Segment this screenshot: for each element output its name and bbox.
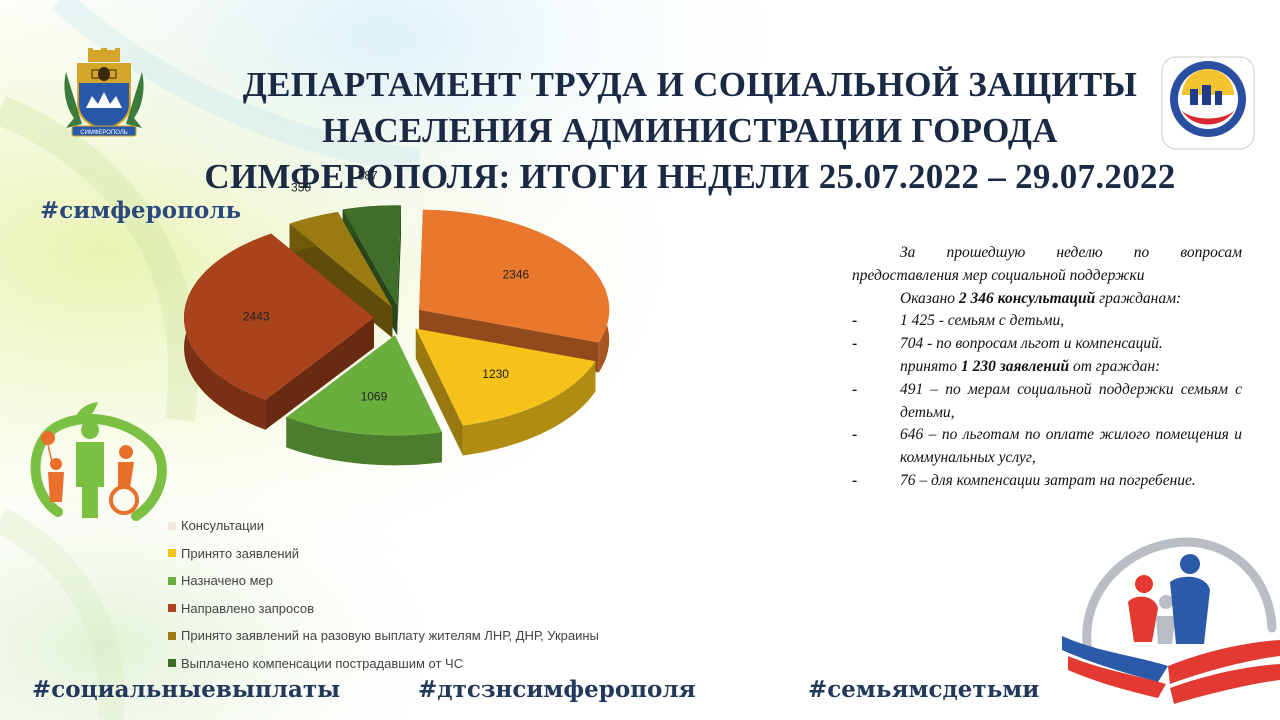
legend-label: Выплачено компенсации пострадавшим от ЧС (181, 655, 464, 671)
pie-slice-top (342, 205, 401, 306)
summary-list-item: - 646 – по льготам по оплате жилого помещ… (852, 424, 1242, 470)
summary-intro: За прошедшую неделю по вопросам предоста… (852, 244, 1242, 284)
legend-label: Принято заявлений на разовую выплату жит… (181, 628, 599, 644)
pie-slice-wall (397, 205, 401, 336)
list-dash: - (852, 380, 858, 398)
pie-data-label: 1230 (482, 367, 509, 381)
pie-slice-side (462, 361, 596, 456)
list-item-text: 76 – для компенсации затрат на погребени… (900, 471, 1196, 489)
pie-slice (289, 212, 393, 338)
hashtag-department: #дтсзнсимферополя (418, 676, 696, 703)
list-dash: - (852, 426, 858, 444)
family-year-logo-icon (1062, 537, 1280, 704)
list-item-text: 491 – по мерам социальной поддержки семь… (900, 380, 1242, 421)
summary-applications-count: 1 230 заявлений (960, 357, 1070, 375)
summary-list-item: - 704 - по вопросам льгот и компенсаций. (852, 333, 1242, 356)
summary-consultations: Оказано 2 346 консультаций гражданам: (852, 288, 1242, 311)
city-coat-of-arms-icon: СИМФЕРОПОЛЬ (64, 48, 144, 137)
hashtag-simferopol: #симферополь (40, 197, 242, 224)
list-item-text: 1 425 - семьям с детьми, (900, 312, 1065, 330)
pie-slice-top (184, 233, 375, 400)
summary-consultations-prefix: Оказано (900, 289, 959, 307)
summary-list-item: - 1 425 - семьям с детьми, (852, 310, 1242, 333)
pie-data-label: 387 (358, 168, 378, 182)
legend-swatch (168, 576, 176, 585)
pie-slice-top (415, 328, 596, 426)
legend-item-measures: Назначено мер (168, 567, 599, 595)
family-with-disabled-child-icon (30, 402, 167, 521)
page-title: ДЕПАРТАМЕНТ ТРУДА И СОЦИАЛЬНОЙ ЗАЩИТЫ НА… (150, 62, 1230, 200)
legend-swatch (168, 604, 176, 613)
summary-applications: принято 1 230 заявлений от граждан: (852, 356, 1242, 379)
title-line-3: СИМФЕРОПОЛЯ: ИТОГИ НЕДЕЛИ 25.07.2022 – 2… (204, 157, 1176, 196)
pie-slice-wall (265, 317, 375, 430)
pie-slice (184, 233, 375, 430)
legend-item-applications: Принято заявлений (168, 540, 599, 568)
legend-item-requests: Направлено запросов (168, 595, 599, 623)
title-line-1: ДЕПАРТАМЕНТ ТРУДА И СОЦИАЛЬНОЙ ЗАЩИТЫ (242, 65, 1138, 104)
legend-swatch (168, 521, 176, 530)
department-logo-icon (1161, 56, 1255, 150)
summary-list-item: - 491 – по мерам социальной поддержки сем… (852, 379, 1242, 425)
list-item-text: 646 – по льготам по оплате жилого помеще… (900, 426, 1242, 467)
legend-swatch (168, 631, 176, 640)
legend-swatch (168, 659, 176, 668)
pie-data-label: 2443 (243, 310, 270, 324)
list-dash: - (852, 312, 858, 330)
weekly-summary-text: За прошедшую неделю по вопросам предоста… (852, 242, 1242, 493)
list-dash: - (852, 335, 858, 353)
pie-slice (286, 335, 442, 466)
pie-slice-top (286, 335, 442, 436)
list-dash: - (852, 471, 858, 489)
pie-slice-top (289, 212, 393, 308)
legend-label: Направлено запросов (181, 600, 315, 616)
summary-consultations-count: 2 346 консультаций (958, 289, 1096, 307)
legend-item-consultations: Консультации (168, 512, 599, 540)
pie-data-label: 1069 (361, 389, 388, 403)
legend-label: Консультации (181, 518, 265, 534)
hashtag-social-payments: #социальныевыплаты (32, 676, 341, 703)
summary-list-item: - 76 – для компенсации затрат на погребен… (852, 470, 1242, 493)
legend-item-lnr-dnr: Принято заявлений на разовую выплату жит… (168, 622, 599, 650)
pie-data-label: 350 (291, 180, 311, 194)
legend-label: Назначено мер (181, 573, 273, 589)
pie-chart: 2346 1230 1069 2443 350 387 (184, 168, 610, 466)
pie-slice-wall (415, 328, 463, 456)
legend-swatch (168, 549, 176, 558)
pie-data-label: 2346 (502, 267, 529, 281)
chart-legend: Консультации Принято заявлений Назначено… (168, 512, 599, 677)
legend-label: Принято заявлений (181, 545, 300, 561)
list-item-text: 704 - по вопросам льгот и компенсаций. (900, 335, 1163, 353)
pie-slice (415, 328, 596, 456)
pie-slice-side (286, 417, 442, 466)
summary-consultations-suffix: гражданам: (1095, 289, 1182, 307)
title-line-2: НАСЕЛЕНИЯ АДМИНИСТРАЦИИ ГОРОДА (322, 111, 1058, 150)
hashtag-families-with-children: #семьямсдетьми (808, 676, 1040, 703)
pie-slice-top (419, 209, 610, 343)
summary-applications-prefix: принято (900, 357, 961, 375)
emblem-label: СИМФЕРОПОЛЬ (80, 130, 128, 136)
summary-applications-suffix: от граждан: (1069, 357, 1161, 375)
legend-item-emergency: Выплачено компенсации пострадавшим от ЧС (168, 650, 599, 678)
pie-slice-wall (289, 223, 393, 338)
